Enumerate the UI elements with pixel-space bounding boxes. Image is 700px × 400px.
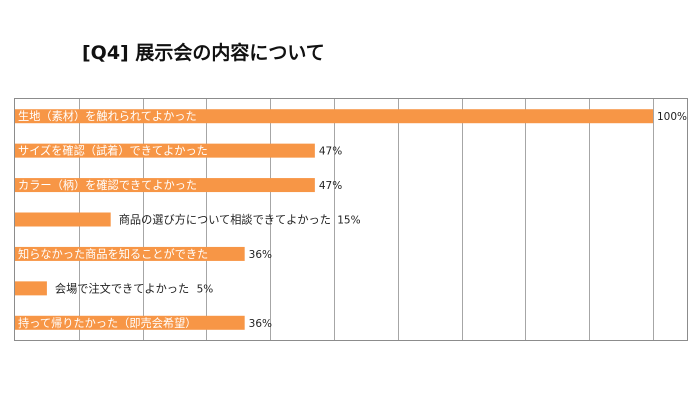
- bar-1: [15, 143, 315, 158]
- value-label-4: 36%: [249, 249, 272, 261]
- value-label-1: 47%: [319, 146, 342, 158]
- value-label-6: 36%: [249, 318, 272, 330]
- value-label-2: 47%: [319, 180, 342, 192]
- category-label-3: 商品の選び方について相談できてよかった: [119, 213, 331, 227]
- chart-title: [Q4] 展示会の内容について: [82, 42, 325, 64]
- bar-labels: 生地（素材）を触れられてよかった 100% サイズを確認（試着）できてよかった 47%…: [18, 109, 687, 330]
- category-label-5: 会場で注文できてよかった: [55, 281, 189, 295]
- bar-6: [15, 315, 245, 330]
- bars: [15, 109, 653, 330]
- category-label-2: カラー（柄）を確認できてよかった: [18, 178, 197, 192]
- plot-frame: [14, 98, 688, 341]
- bar-0: [15, 109, 653, 124]
- category-label-6: 持って帰りたかった（即売会希望）: [18, 316, 196, 330]
- bar-4: [15, 246, 245, 261]
- value-label-3: 15%: [337, 215, 360, 227]
- value-label-0: 100%: [657, 111, 687, 123]
- category-label-1: サイズを確認（試着）できてよかった: [18, 144, 208, 158]
- bar-5: [15, 281, 47, 296]
- bar-3: [15, 212, 111, 227]
- value-label-5: 5%: [197, 283, 214, 295]
- bar-2: [15, 178, 315, 193]
- category-label-0: 生地（素材）を触れられてよかった: [18, 109, 197, 123]
- category-label-4: 知らなかった商品を知ることができた: [18, 247, 208, 261]
